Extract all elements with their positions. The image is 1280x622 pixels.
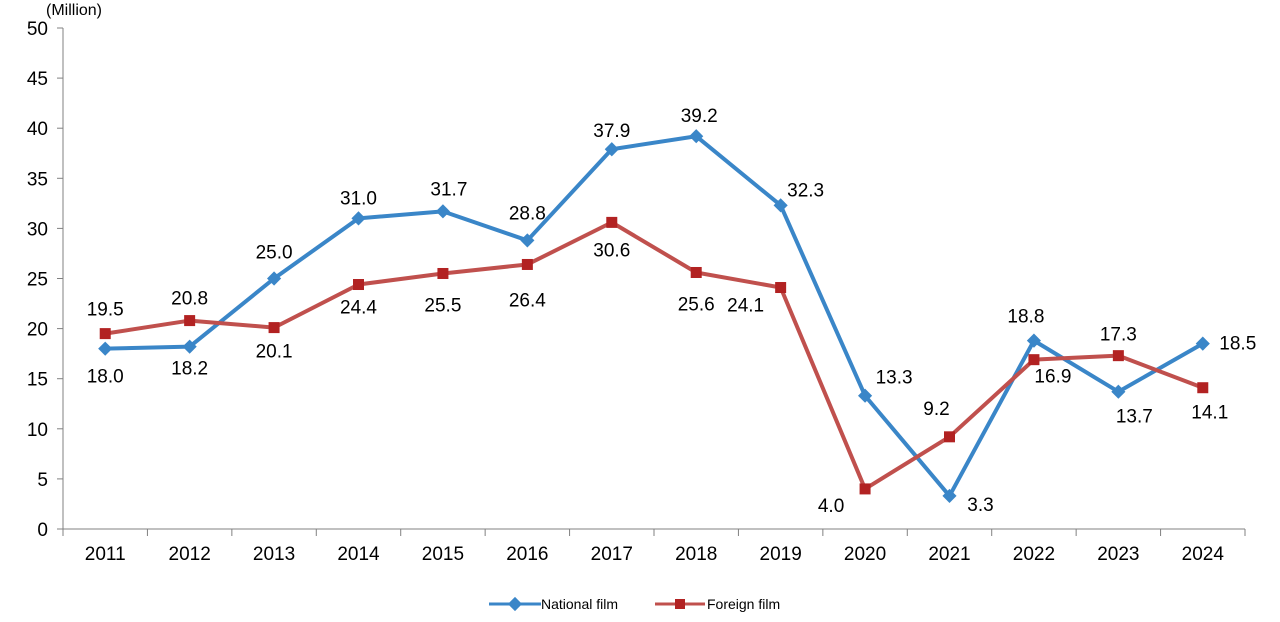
legend-marker-foreign-film — [675, 599, 685, 609]
legend-label-national-film: National film — [541, 596, 618, 612]
data-point-national-film — [773, 198, 788, 213]
data-label-national-film: 28.8 — [509, 203, 546, 224]
data-point-foreign-film — [1197, 382, 1209, 394]
y-tick-label: 10 — [27, 420, 48, 441]
data-label-national-film: 31.0 — [340, 188, 377, 209]
x-tick-label: 2013 — [253, 544, 295, 565]
x-tick-label: 2014 — [337, 544, 380, 565]
data-point-foreign-film — [1112, 350, 1124, 362]
data-point-foreign-film — [606, 216, 618, 228]
x-tick-label: 2019 — [760, 544, 802, 565]
y-tick-label: 0 — [37, 520, 48, 541]
data-label-national-film: 31.7 — [430, 179, 467, 200]
data-point-national-film — [1111, 384, 1126, 399]
data-label-national-film: 13.3 — [876, 368, 913, 389]
data-point-national-film — [520, 233, 535, 248]
legend: National film Foreign film — [489, 596, 780, 612]
data-point-national-film — [689, 129, 704, 144]
data-label-foreign-film: 20.8 — [171, 289, 208, 310]
x-tick-label: 2020 — [844, 544, 886, 565]
data-point-foreign-film — [268, 322, 280, 334]
data-label-foreign-film: 14.1 — [1191, 403, 1228, 424]
data-point-foreign-film — [690, 266, 702, 278]
axes — [62, 28, 1245, 530]
series-markers — [98, 129, 1210, 504]
data-point-foreign-film — [437, 267, 449, 279]
data-label-foreign-film: 16.9 — [1034, 367, 1071, 388]
data-label-national-film: 18.5 — [1219, 334, 1256, 355]
y-tick-label: 50 — [27, 19, 48, 40]
data-point-foreign-film — [1028, 354, 1040, 366]
x-tick-label: 2022 — [1013, 544, 1055, 565]
x-tick-label: 2018 — [675, 544, 717, 565]
data-label-foreign-film: 19.5 — [87, 300, 124, 321]
data-label-foreign-film: 25.5 — [424, 295, 461, 316]
x-tick-label: 2024 — [1182, 544, 1225, 565]
data-label-national-film: 18.0 — [87, 367, 124, 388]
data-label-national-film: 3.3 — [967, 495, 993, 516]
x-tick-label: 2012 — [169, 544, 211, 565]
data-label-foreign-film: 9.2 — [923, 399, 949, 420]
data-label-national-film: 32.3 — [787, 180, 824, 201]
x-tick-label: 2016 — [506, 544, 548, 565]
x-tick-label: 2021 — [928, 544, 970, 565]
data-point-national-film — [351, 211, 366, 226]
data-point-foreign-film — [99, 328, 111, 340]
x-tick-label: 2017 — [591, 544, 633, 565]
data-point-national-film — [267, 271, 282, 286]
data-label-foreign-film: 26.4 — [509, 290, 546, 311]
x-axis-ticks: 2011 2012 2013 2014 2015 2016 2017 2018 2019 2020… — [62, 529, 1246, 565]
data-label-national-film: 37.9 — [593, 121, 630, 142]
x-tick-label: 2011 — [85, 544, 126, 565]
data-point-national-film — [1026, 333, 1041, 348]
y-tick-label: 15 — [27, 370, 48, 391]
legend-marker-national-film — [507, 596, 523, 612]
legend-label-foreign-film: Foreign film — [707, 596, 780, 612]
data-point-national-film — [98, 341, 113, 356]
data-point-foreign-film — [353, 279, 364, 291]
data-point-national-film — [182, 339, 197, 354]
series-line-national-film — [105, 134, 1204, 498]
y-axis-unit-label: (Million) — [46, 2, 102, 19]
data-labels: 18.0 18.2 25.0 31.0 31.7 28.8 37.9 39.2 32.3 13.3… — [87, 106, 1257, 517]
y-tick-label: 35 — [27, 169, 48, 190]
data-label-national-film: 13.7 — [1116, 407, 1153, 428]
data-label-foreign-film: 4.0 — [818, 496, 844, 517]
data-label-foreign-film: 24.1 — [727, 296, 764, 317]
data-point-foreign-film — [521, 258, 533, 270]
data-point-foreign-film — [184, 315, 196, 327]
data-point-national-film — [604, 142, 619, 157]
x-tick-label: 2015 — [422, 544, 464, 565]
y-tick-label: 25 — [27, 270, 48, 291]
data-point-national-film — [435, 204, 450, 219]
data-label-national-film: 25.0 — [256, 243, 293, 264]
series-lines — [104, 134, 1204, 498]
data-point-foreign-film — [775, 282, 787, 294]
data-label-national-film: 39.2 — [681, 106, 718, 127]
y-tick-label: 20 — [27, 320, 48, 341]
x-tick-label: 2023 — [1097, 544, 1139, 565]
data-label-foreign-film: 30.6 — [593, 240, 630, 261]
data-label-foreign-film: 25.6 — [678, 294, 715, 315]
y-axis-ticks: 0 5 10 15 20 25 30 35 40 45 50 — [27, 19, 63, 541]
y-tick-label: 30 — [27, 219, 48, 240]
y-tick-label: 45 — [27, 69, 48, 90]
y-tick-label: 40 — [27, 119, 48, 140]
data-label-national-film: 18.2 — [171, 359, 208, 380]
data-label-foreign-film: 24.4 — [340, 298, 377, 319]
data-label-foreign-film: 17.3 — [1100, 325, 1137, 346]
y-tick-label: 5 — [37, 470, 48, 491]
data-label-foreign-film: 20.1 — [256, 342, 293, 363]
data-point-foreign-film — [859, 483, 871, 495]
data-point-national-film — [858, 388, 873, 403]
series-line-foreign-film — [104, 220, 1204, 491]
data-point-national-film — [942, 488, 957, 504]
data-point-national-film — [1195, 336, 1210, 351]
data-point-foreign-film — [944, 431, 955, 443]
data-label-national-film: 18.8 — [1007, 307, 1044, 328]
